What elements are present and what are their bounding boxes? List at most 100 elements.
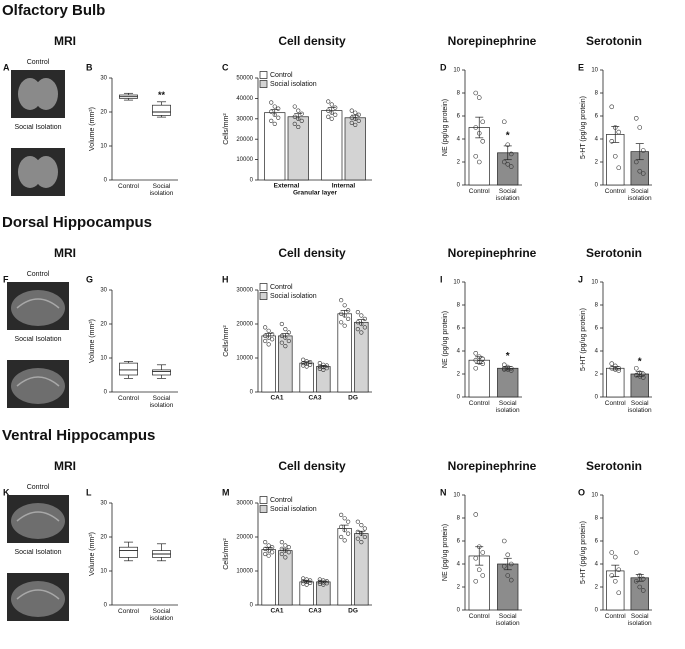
data-point xyxy=(279,340,284,345)
y-tick-label: 0 xyxy=(595,395,599,401)
data-point xyxy=(272,104,277,109)
data-point xyxy=(609,104,615,110)
x-tick-label: Control xyxy=(118,608,139,615)
bar xyxy=(264,112,286,181)
y-tick-label: 4 xyxy=(595,137,599,143)
y-tick-label: 30000 xyxy=(236,501,253,507)
panel-letter: O xyxy=(578,487,585,497)
panel-heading: Cell density xyxy=(278,246,346,260)
y-tick-label: 6 xyxy=(595,539,599,545)
y-tick-label: 10 xyxy=(100,144,107,150)
data-point xyxy=(505,573,511,578)
data-point xyxy=(283,543,288,548)
y-tick-label: 10 xyxy=(591,68,598,74)
bar xyxy=(261,549,276,606)
data-point xyxy=(476,95,482,100)
label-box: Control xyxy=(118,183,139,190)
y-tick-label: 10 xyxy=(591,280,598,286)
y-axis-label: Volume (mm³) xyxy=(89,107,96,151)
y-tick-label: 40000 xyxy=(236,96,253,102)
panel-heading: MRI xyxy=(54,459,76,473)
y-tick-label: 20000 xyxy=(236,137,253,143)
data-point xyxy=(276,115,281,120)
label-box: Control xyxy=(605,613,626,620)
data-point xyxy=(508,368,514,373)
y-tick-label: 0 xyxy=(250,178,254,184)
x-tick-label: Control xyxy=(468,400,490,407)
data-point xyxy=(640,375,646,380)
data-point xyxy=(324,366,329,371)
x-tick-label: DG xyxy=(348,395,358,402)
data-point xyxy=(326,99,331,104)
label-box: Social Isolation xyxy=(14,336,61,343)
section-title: Olfactory Bulb xyxy=(2,2,105,19)
data-point xyxy=(346,316,351,322)
data-point xyxy=(640,371,646,377)
data-point xyxy=(326,114,331,119)
data-point xyxy=(616,368,622,373)
data-point xyxy=(317,361,322,366)
y-tick-label: 10 xyxy=(100,356,107,362)
label-box: Social Isolation xyxy=(14,549,61,556)
data-point xyxy=(480,139,486,144)
panel-letter: M xyxy=(222,487,230,497)
y-axis-label: 5-HT (pg/ug protein) xyxy=(580,96,587,159)
label-box: Control xyxy=(605,188,626,195)
panel-letter: N xyxy=(440,487,447,497)
label-box: Control xyxy=(468,400,490,407)
x-tick-label: Social isolation xyxy=(149,395,174,409)
data-point xyxy=(283,344,288,349)
label-box: Social isolation xyxy=(628,613,652,627)
y-tick-label: 0 xyxy=(457,395,461,401)
x-tick-label: Social isolation xyxy=(495,188,520,202)
data-point xyxy=(473,153,479,159)
data-point xyxy=(473,125,479,130)
significance: ** xyxy=(158,90,166,100)
label-box: Social isolation xyxy=(628,188,652,202)
data-point xyxy=(616,165,622,171)
data-point xyxy=(286,545,291,550)
data-point xyxy=(270,332,275,337)
box xyxy=(152,369,171,376)
panel-letter: B xyxy=(86,62,93,72)
label-box: Social Isolation xyxy=(14,124,61,131)
image-label: Control xyxy=(27,59,50,66)
y-tick-label: 30000 xyxy=(236,288,253,294)
y-tick-label: 20000 xyxy=(236,322,253,328)
box xyxy=(119,362,138,376)
x-axis-label: Granular layer xyxy=(293,190,338,197)
data-point xyxy=(324,581,329,586)
legend-label: Control xyxy=(270,497,293,504)
data-point xyxy=(269,100,274,105)
y-tick-label: 6 xyxy=(595,114,599,120)
bar xyxy=(497,367,519,398)
data-point xyxy=(286,550,291,555)
legend-label: Social isolation xyxy=(270,506,317,513)
data-point xyxy=(355,320,360,325)
data-point xyxy=(616,129,622,135)
y-tick-label: 0 xyxy=(250,390,254,396)
data-point xyxy=(321,582,326,587)
y-axis-label: Volume (mm³) xyxy=(89,319,96,363)
data-point xyxy=(270,337,275,342)
data-point xyxy=(270,550,275,555)
data-point xyxy=(296,108,301,113)
panel-heading: Serotonin xyxy=(586,459,642,473)
data-point xyxy=(501,362,507,368)
legend-swatch xyxy=(259,283,268,291)
data-point xyxy=(346,519,351,524)
bar xyxy=(299,362,314,393)
data-point xyxy=(329,102,334,107)
y-tick-label: 8 xyxy=(595,303,599,309)
y-tick-label: 6 xyxy=(457,114,461,120)
label-box: Control xyxy=(469,188,490,195)
data-point xyxy=(355,519,360,524)
label-box: Social isolation xyxy=(150,183,174,197)
data-point xyxy=(359,313,364,318)
data-point xyxy=(501,538,507,544)
x-tick-label: Internal xyxy=(332,183,356,190)
data-point xyxy=(339,311,344,316)
data-point xyxy=(612,363,618,369)
panel-heading: Cell density xyxy=(278,459,346,473)
y-tick-label: 20 xyxy=(100,535,107,541)
